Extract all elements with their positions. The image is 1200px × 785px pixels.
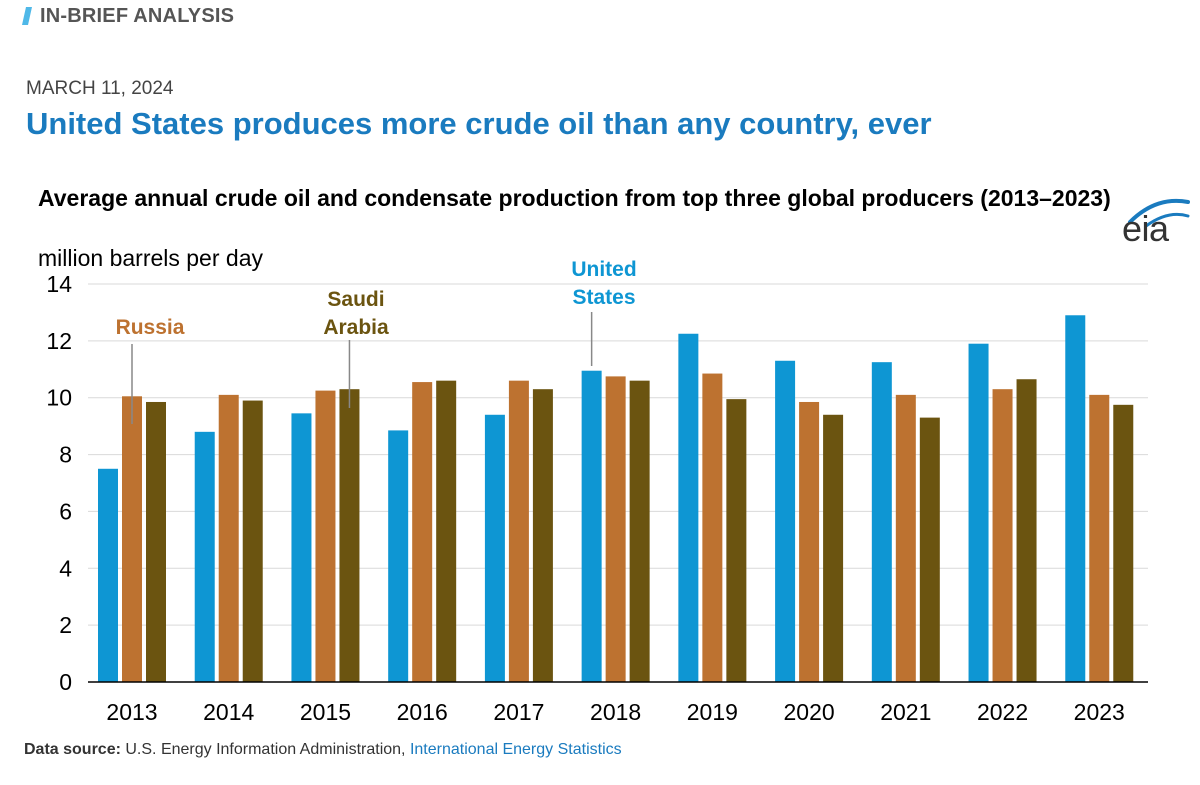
bar-saudi-arabia-2018 [629, 380, 650, 682]
eia-logo-text: eia [1122, 208, 1169, 249]
bar-saudi-arabia-2020 [823, 414, 844, 682]
series-label-saudi-arabia: Saudi [327, 288, 384, 311]
bar-russia-2021 [895, 394, 916, 682]
data-source-text: U.S. Energy Information Administration, [125, 741, 406, 758]
bar-saudi-arabia-2021 [919, 417, 940, 682]
x-tick-label: 2018 [590, 699, 641, 725]
x-tick-label: 2015 [300, 699, 351, 725]
bar-united-states-2020 [775, 360, 796, 682]
bar-russia-2016 [412, 382, 433, 682]
bar-united-states-2023 [1065, 315, 1086, 682]
data-source-link[interactable]: International Energy Statistics [409, 741, 622, 758]
y-tick-label: 10 [46, 385, 72, 411]
bar-saudi-arabia-2019 [726, 399, 747, 682]
bar-united-states-2021 [871, 362, 892, 682]
section-label: IN-BRIEF ANALYSIS [22, 2, 234, 30]
chart-title: Average annual crude oil and condensate … [38, 185, 1111, 211]
bar-saudi-arabia-2017 [532, 389, 553, 682]
bar-saudi-arabia-2016 [436, 380, 457, 682]
x-tick-label: 2014 [203, 699, 254, 725]
y-tick-label: 14 [46, 271, 72, 297]
bar-russia-2019 [702, 373, 723, 682]
section-label-text: IN-BRIEF ANALYSIS [40, 4, 235, 27]
x-tick-label: 2023 [1074, 699, 1125, 725]
bar-saudi-arabia-2015 [339, 389, 360, 682]
bar-russia-2017 [508, 380, 529, 682]
publish-date: MARCH 11, 2024 [26, 78, 174, 99]
series-label-united-states: States [572, 286, 635, 309]
bar-saudi-arabia-2014 [242, 400, 263, 682]
x-tick-label: 2016 [397, 699, 448, 725]
y-tick-label: 6 [59, 498, 72, 524]
bar-united-states-2019 [678, 333, 699, 682]
y-tick-label: 4 [59, 555, 72, 581]
bar-united-states-2015 [291, 413, 312, 682]
bar-russia-2023 [1089, 394, 1110, 682]
series-label-russia: Russia [116, 316, 185, 339]
x-tick-label: 2021 [880, 699, 931, 725]
x-tick-label: 2022 [977, 699, 1028, 725]
bar-russia-2018 [605, 376, 626, 682]
bar-saudi-arabia-2013 [146, 401, 166, 682]
y-tick-label: 8 [59, 442, 72, 468]
bar-saudi-arabia-2023 [1113, 404, 1134, 682]
y-tick-label: 12 [46, 328, 72, 354]
y-tick-label: 0 [59, 669, 72, 695]
y-tick-label: 2 [59, 612, 72, 638]
bar-saudi-arabia-2022 [1016, 379, 1037, 682]
bar-united-states-2018 [581, 370, 602, 682]
eia-logo-icon [1128, 198, 1190, 228]
data-source: Data source: U.S. Energy Information Adm… [24, 741, 622, 759]
bar-united-states-2022 [968, 343, 989, 682]
page-title: United States produces more crude oil th… [26, 106, 932, 141]
bar-russia-2015 [315, 390, 336, 682]
bar-russia-2020 [799, 401, 820, 682]
slash-icon [22, 7, 32, 25]
x-tick-label: 2017 [493, 699, 544, 725]
series-label-united-states: United [571, 258, 636, 281]
bar-united-states-2014 [194, 431, 215, 682]
data-source-label: Data source: [24, 741, 121, 758]
x-tick-label: 2020 [784, 699, 835, 725]
bar-united-states-2016 [388, 430, 409, 682]
series-label-saudi-arabia: Arabia [323, 316, 389, 339]
bar-united-states-2013 [98, 468, 118, 682]
x-tick-label: 2013 [106, 699, 157, 725]
x-tick-label: 2019 [687, 699, 738, 725]
bar-russia-2013 [122, 396, 142, 682]
bar-russia-2022 [992, 389, 1013, 682]
bar-russia-2014 [218, 394, 239, 682]
y-axis-unit-label: million barrels per day [38, 245, 263, 271]
bar-united-states-2017 [484, 414, 505, 682]
